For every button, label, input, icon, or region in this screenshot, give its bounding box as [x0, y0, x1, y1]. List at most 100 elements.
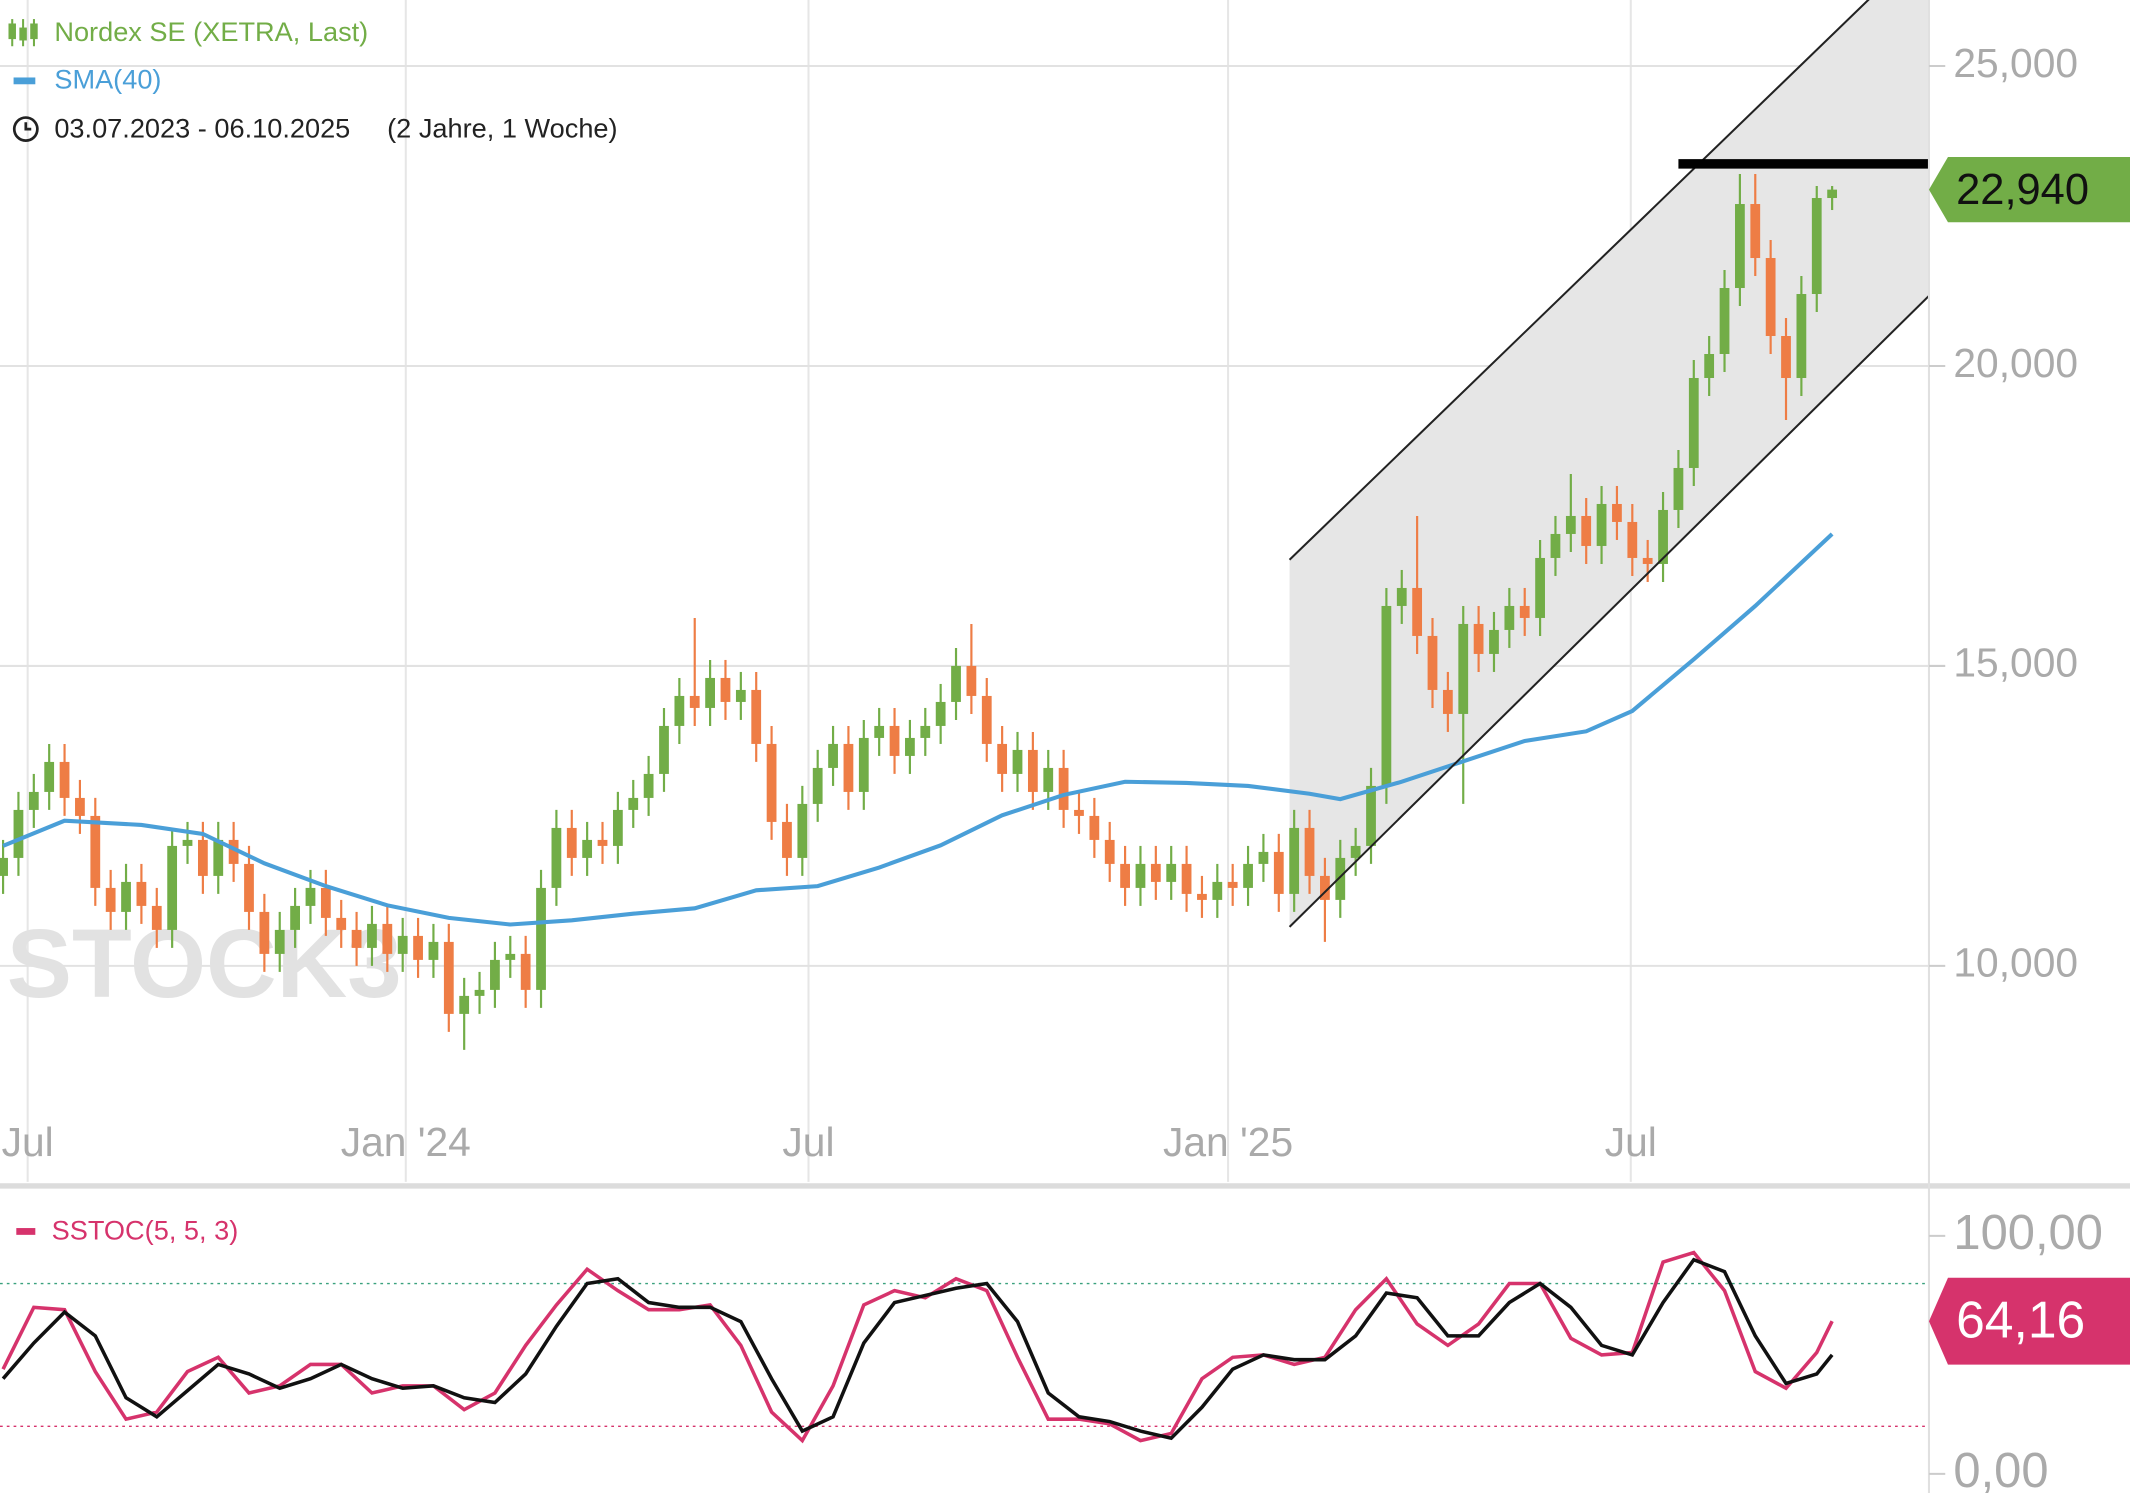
candle-body: [167, 845, 178, 930]
candle-body: [1811, 198, 1822, 295]
x-tick-label: Jan '25: [1163, 1119, 1293, 1165]
candle-body: [1243, 863, 1253, 888]
candle-body: [1627, 521, 1638, 558]
candle-body: [1489, 629, 1499, 654]
candle-body: [874, 725, 885, 738]
candle-body: [705, 677, 715, 708]
candle-body: [428, 941, 439, 960]
candle-body: [966, 665, 977, 696]
candle-body: [1089, 815, 1100, 840]
candle-body: [28, 791, 39, 810]
candle-body: [1750, 204, 1761, 259]
stochastic-line: [1, 1257, 1834, 1441]
candle-body: [520, 953, 531, 990]
candle-body: [1012, 749, 1023, 774]
candle-body: [213, 839, 224, 876]
tags: 22,940 64,16: [1928, 157, 2130, 1365]
candle-body: [1227, 881, 1238, 888]
candle-body: [382, 923, 393, 954]
candle-body: [59, 761, 70, 798]
candle-body: [889, 725, 900, 756]
candle-body: [182, 839, 193, 846]
period-length: (2 Jahre, 1 Woche): [387, 113, 617, 144]
candle-body: [905, 737, 915, 756]
candle-body: [13, 809, 24, 858]
legend-swatch: [13, 77, 36, 85]
candle-body: [1289, 827, 1300, 894]
sma-line: [2, 532, 1834, 927]
candle-body: [551, 827, 562, 888]
legend-swatch: [16, 1228, 36, 1235]
candle-body: [1212, 881, 1223, 900]
trendline: [1288, 0, 1870, 561]
candle-body: [505, 953, 516, 960]
candle-body: [290, 905, 300, 930]
candle-body: [1658, 509, 1668, 564]
candle-body: [920, 725, 931, 738]
candle-body: [1412, 587, 1423, 636]
candle-body: [782, 821, 792, 858]
candle-body: [443, 941, 454, 1014]
last-value-tag: [1928, 1277, 2130, 1365]
candle-body: [1565, 515, 1576, 534]
candle-body: [751, 689, 762, 744]
candle-body: [582, 839, 593, 858]
candle-body: [397, 935, 408, 954]
candle-body: [244, 863, 254, 912]
candle-body: [674, 695, 685, 726]
plot-area: [0, 0, 1929, 1050]
candle-body: [597, 839, 608, 846]
legend-label: Nordex SE (XETRA, Last): [54, 16, 368, 47]
candle-body: [612, 809, 623, 846]
candle-body: [643, 773, 654, 798]
candle-body: [1366, 785, 1376, 846]
candle-body: [1273, 851, 1284, 894]
candle-body: [566, 827, 577, 858]
candle-body: [1688, 377, 1699, 468]
candle-body: [1396, 587, 1407, 606]
candle-body: [151, 905, 162, 930]
y-tick-label: 100,00: [1953, 1206, 2103, 1260]
candle-body: [1304, 827, 1315, 876]
candle-body: [305, 887, 316, 906]
candle-body: [228, 839, 239, 864]
candle-body: [1581, 515, 1592, 546]
candle-body: [320, 887, 331, 918]
candle-body: [997, 743, 1008, 774]
candle-body: [351, 929, 362, 948]
candle-body: [828, 743, 838, 768]
candle-body: [1350, 845, 1361, 858]
axes: Jul Jan '24 Jul Jan '25 Jul 10,000 15,000 20,00…: [2, 40, 2103, 1493]
candle-body: [812, 767, 823, 804]
candle-body: [274, 929, 285, 954]
candle-body: [1427, 635, 1438, 690]
candle-body: [1027, 749, 1038, 792]
clock-icon: [12, 116, 39, 143]
candle-body: [1335, 857, 1346, 900]
candle-body: [490, 959, 500, 990]
candle-body: [459, 995, 470, 1014]
candle-body: [105, 887, 116, 912]
y-tick-label: 0,00: [1953, 1444, 2048, 1493]
candle-body: [1442, 689, 1453, 714]
period: 03.07.2023 - 06.10.2025: [54, 113, 350, 144]
stochastic-panel: [0, 1250, 1929, 1444]
candle-body: [1535, 557, 1545, 618]
candle-body: [659, 725, 669, 774]
candle-body: [259, 911, 270, 954]
trendline: [1288, 295, 1929, 928]
candle-body: [735, 689, 746, 702]
x-tick-label: Jul: [2, 1119, 54, 1165]
candle-body: [1550, 533, 1561, 558]
candle-body: [336, 917, 347, 930]
candle-icon: [8, 19, 38, 47]
candle-body: [90, 815, 101, 888]
candle-body: [1258, 851, 1269, 864]
legend: Nordex SE (XETRA, Last) SMA(40) 03.07.20…: [8, 16, 618, 1245]
candle-body: [474, 989, 485, 996]
y-tick-label: 20,000: [1953, 340, 2078, 386]
candle-body: [44, 761, 55, 792]
candle-body: [1673, 467, 1684, 510]
candle-body: [1781, 335, 1791, 378]
candle-body: [0, 857, 8, 876]
